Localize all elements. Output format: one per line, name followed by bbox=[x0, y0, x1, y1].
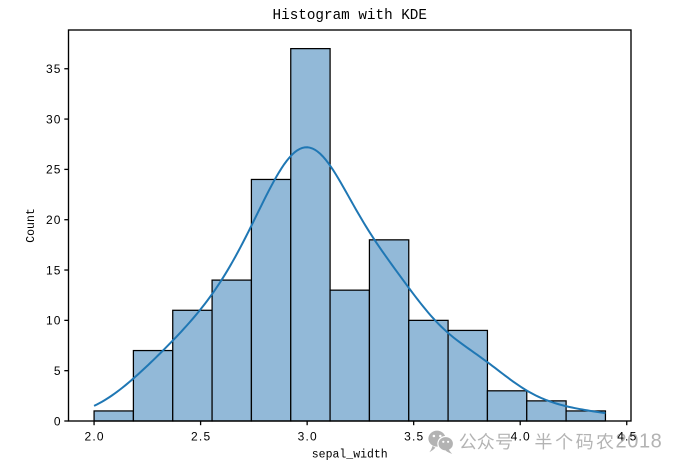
svg-text:30: 30 bbox=[46, 112, 62, 126]
svg-text:10: 10 bbox=[46, 314, 62, 328]
svg-text:25: 25 bbox=[46, 163, 62, 177]
svg-text:3.5: 3.5 bbox=[404, 430, 424, 444]
svg-text:Histogram with KDE: Histogram with KDE bbox=[273, 8, 427, 24]
svg-text:35: 35 bbox=[46, 62, 62, 76]
svg-text:15: 15 bbox=[46, 263, 62, 277]
svg-text:4.5: 4.5 bbox=[617, 430, 637, 444]
svg-text:5: 5 bbox=[54, 364, 62, 378]
svg-text:20: 20 bbox=[46, 213, 62, 227]
svg-text:Count: Count bbox=[25, 208, 38, 243]
svg-text:0: 0 bbox=[54, 414, 62, 428]
svg-text:2.0: 2.0 bbox=[85, 430, 105, 444]
svg-text:2018: 2018 bbox=[616, 430, 663, 452]
svg-text:sepal_width: sepal_width bbox=[312, 449, 388, 462]
svg-text:4.0: 4.0 bbox=[511, 430, 531, 444]
svg-text:2.5: 2.5 bbox=[191, 430, 211, 444]
svg-text:3.0: 3.0 bbox=[298, 430, 318, 444]
